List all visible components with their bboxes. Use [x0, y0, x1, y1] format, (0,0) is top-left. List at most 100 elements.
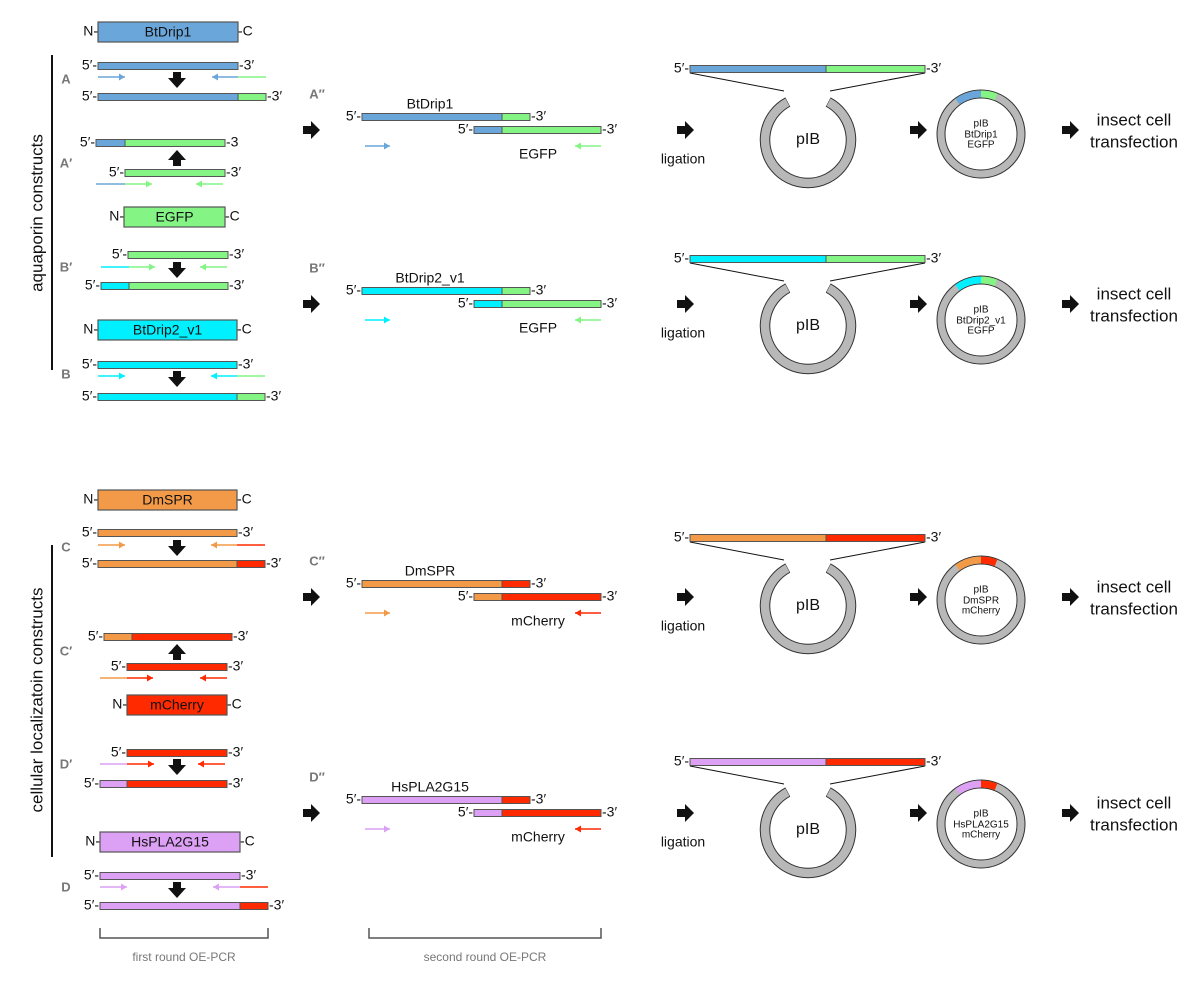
- protein-name: BtDrip2_v1: [133, 322, 202, 338]
- arrow-up-icon: [168, 150, 186, 166]
- three-prime-end-label: -3′: [531, 791, 546, 807]
- outcome-label: insect cell: [1097, 793, 1172, 812]
- primer-arrowhead-icon: [384, 609, 390, 617]
- dna-fragment: [97, 393, 266, 401]
- c-terminus-label: -C: [237, 491, 252, 507]
- ligation-label: ligation: [661, 151, 705, 167]
- plasmid-label: EGFP: [967, 326, 995, 337]
- primer-arrow: [365, 825, 390, 833]
- dna-fragment: [689, 534, 926, 542]
- three-prime-end-label: -3′: [228, 775, 243, 791]
- protein-name: BtDrip1: [145, 24, 192, 40]
- dna-segment-dmspr: [361, 580, 503, 588]
- dna-segment-egfp: [501, 126, 602, 134]
- step-label: A′′: [309, 86, 325, 101]
- three-prime-end-label: -3′: [267, 88, 282, 104]
- plasmid-label: BtDrip2_v1: [956, 316, 1006, 327]
- dna-fragment: [473, 300, 602, 308]
- arrow-right-icon: [910, 295, 927, 313]
- five-prime-end-label: 5′-: [346, 791, 361, 807]
- dna-fragment: [99, 872, 241, 880]
- primer-arrow: [100, 883, 127, 891]
- primer-arrow: [213, 883, 268, 891]
- primer-arrowhead-icon: [198, 760, 204, 768]
- plasmid-label: pIB: [973, 305, 988, 316]
- plasmid-insert-segment: [955, 780, 982, 795]
- plasmid-label: EGFP: [967, 140, 995, 151]
- dna-fragment: [126, 663, 228, 671]
- primer-arrowhead-icon: [384, 825, 390, 833]
- primer-arrow: [365, 609, 390, 617]
- dna-segment-mcherry: [126, 780, 228, 788]
- arrow-right-icon: [910, 588, 927, 606]
- dna-segment-egfp: [128, 282, 229, 290]
- arrow-down-icon: [168, 540, 186, 556]
- step-label: B′′: [309, 260, 325, 275]
- three-prime-end-label: -3: [226, 134, 239, 150]
- primer-arrowhead-icon: [200, 674, 206, 682]
- protein-box-btdrip2_v1: [97, 319, 238, 341]
- three-prime-end-label: -3′: [269, 897, 284, 913]
- three-prime-end-label: -3′: [531, 282, 546, 298]
- n-terminus-label: N-: [85, 833, 100, 849]
- primer-arrow: [98, 541, 125, 549]
- tag-name-label: mCherry: [511, 829, 565, 845]
- five-prime-end-label: 5′-: [674, 60, 689, 76]
- dna-segment-mcherry: [131, 633, 233, 641]
- three-prime-end-label: -3′: [926, 753, 941, 769]
- dna-segment-btdrip2_v1: [473, 300, 503, 308]
- step-label: C′′: [309, 553, 325, 568]
- outcome-label: transfection: [1090, 132, 1178, 151]
- primer-arrowhead-icon: [119, 541, 125, 549]
- c-terminus-label: -C: [237, 321, 252, 337]
- primer-arrow: [100, 674, 153, 682]
- dna-segment-mcherry: [236, 560, 266, 568]
- bracket-label: second round OE-PCR: [424, 950, 547, 964]
- protein-box-hspla2g15: [99, 831, 241, 853]
- ligation-label: ligation: [661, 325, 705, 341]
- arrow-right-icon: [303, 804, 320, 822]
- arrow-right-icon: [910, 804, 927, 822]
- five-prime-end-label: 5′-: [82, 555, 97, 571]
- primer-arrow: [365, 142, 390, 150]
- outcome-label: insect cell: [1097, 577, 1172, 596]
- protein-box-egfp: [123, 206, 226, 228]
- step-label: D: [61, 879, 70, 894]
- arrow-right-icon: [677, 804, 694, 822]
- dna-segment-mcherry: [501, 580, 531, 588]
- three-prime-end-label: -3′: [241, 867, 256, 883]
- arrow-right-icon: [1062, 121, 1079, 139]
- dna-fragment: [103, 633, 233, 641]
- dna-segment-mcherry: [825, 758, 926, 766]
- step-label: A′: [60, 155, 73, 170]
- dna-segment-hspla2g15: [361, 796, 503, 804]
- bracket-label: first round OE-PCR: [132, 950, 236, 964]
- insert-name-label: BtDrip2_v1: [395, 270, 464, 286]
- dna-segment-egfp: [127, 251, 229, 259]
- plasmid-label: BtDrip1: [964, 130, 998, 141]
- dna-fragment: [124, 169, 226, 177]
- primer-arrowhead-icon: [211, 541, 217, 549]
- dna-segment-hspla2g15: [99, 902, 241, 910]
- outcome-label: transfection: [1090, 815, 1178, 834]
- dna-segment-mcherry: [825, 534, 926, 542]
- five-prime-end-label: 5′-: [84, 897, 99, 913]
- five-prime-end-label: 5′-: [674, 250, 689, 266]
- dna-segment-mcherry: [501, 593, 602, 601]
- arrow-right-icon: [303, 295, 320, 313]
- primer-arrowhead-icon: [148, 760, 154, 768]
- five-prime-end-label: 5′-: [82, 57, 97, 73]
- dna-segment-egfp: [124, 169, 226, 177]
- protein-name: HsPLA2G15: [131, 834, 209, 850]
- primer-arrowhead-icon: [146, 180, 152, 188]
- dna-fragment: [100, 282, 229, 290]
- three-prime-end-label: -3′: [926, 60, 941, 76]
- insertion-line: [829, 765, 926, 785]
- dna-fragment: [95, 139, 226, 147]
- insert-name-label: BtDrip1: [407, 96, 454, 112]
- plasmid-label: pIB: [973, 119, 988, 130]
- dna-segment-egfp: [236, 393, 266, 401]
- primer-arrow: [575, 316, 601, 324]
- step-label: B′: [60, 259, 73, 274]
